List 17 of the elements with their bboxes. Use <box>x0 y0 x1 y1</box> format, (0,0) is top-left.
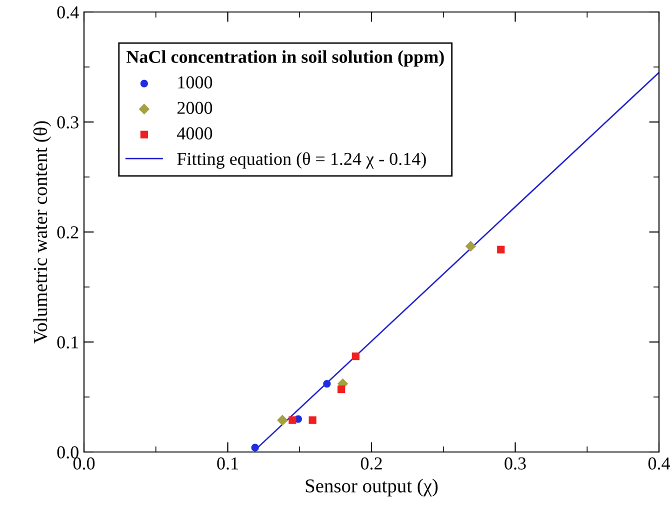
x-tick-label: 0.2 <box>360 457 382 470</box>
legend-label: 1000 <box>178 76 212 88</box>
y-tick-label: 0.3 <box>57 116 78 129</box>
y-axis-title: Volumetric water content (θ) <box>33 121 52 344</box>
text: 0.0 <box>57 446 78 459</box>
x-tick-label: 0.4 <box>648 457 670 470</box>
y-tick-label: 0.4 <box>57 6 79 19</box>
y-tick-label: 0.1 <box>57 336 78 349</box>
x-tick-label: 0.1 <box>217 457 238 470</box>
x-axis-title: Sensor output (χ) <box>306 478 438 496</box>
x-tick-label: 0.3 <box>504 457 526 470</box>
legend-label: Fitting equation (θ = 1.24 χ - 0.14) <box>177 152 426 169</box>
text: 0.0 <box>73 457 95 470</box>
legend-label: 2000 <box>177 102 212 114</box>
legend-label: 4000 <box>177 127 212 140</box>
y-tick-label: 0.2 <box>57 226 78 239</box>
legend-title: NaCl concentration in soil solution (ppm) <box>126 50 444 67</box>
